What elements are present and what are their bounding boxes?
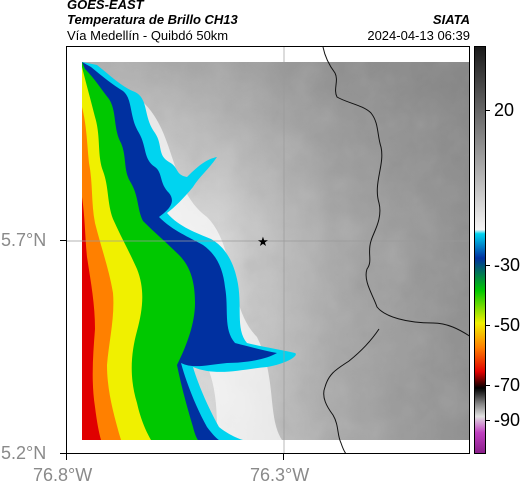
product-title: Temperatura de Brillo CH13 [67, 12, 238, 27]
colorbar-label: -70 [494, 375, 521, 395]
map-margin-bottom [67, 440, 469, 453]
colorbar-tick [486, 385, 490, 386]
datetime-label: 2024-04-13 06:39 [367, 28, 470, 43]
colorbar-tick [486, 420, 490, 421]
colorbar-label: -90 [494, 410, 521, 430]
star-icon[interactable]: ★ [257, 235, 269, 250]
satellite-map[interactable]: ★ [66, 46, 470, 454]
lon-tick-mark-1 [66, 454, 67, 460]
colorbar-tick [486, 325, 490, 326]
lon-tick-label: 76.3°W [250, 465, 310, 485]
colorbar-tick [486, 110, 490, 111]
lat-tick-label: 5.7°N [1, 230, 47, 250]
map-margin-left [67, 47, 82, 453]
satellite-title: GOES-EAST [67, 0, 144, 12]
lat-tick-mark-2 [60, 453, 66, 454]
colorbar-label: -30 [494, 255, 521, 275]
map-margin-top [67, 47, 469, 62]
lon-tick-mark-2 [283, 454, 284, 460]
colorbar-label: -50 [494, 315, 521, 335]
region-subtitle: Vía Medellín - Quibdó 50km [67, 28, 229, 43]
admin-boundary-south [323, 328, 380, 453]
contour-red [82, 197, 101, 440]
lat-tick-mark-1 [60, 240, 66, 241]
colorbar-tick [486, 265, 490, 266]
lon-tick-label: 76.8°W [33, 465, 93, 485]
brightness-temperature-field: ★ [67, 47, 469, 453]
lat-tick-label: 5.2°N [1, 443, 47, 463]
colorbar-label: 20 [494, 100, 515, 120]
admin-boundary [322, 47, 469, 337]
agency-label: SIATA [432, 12, 470, 27]
colorbar [474, 46, 486, 454]
